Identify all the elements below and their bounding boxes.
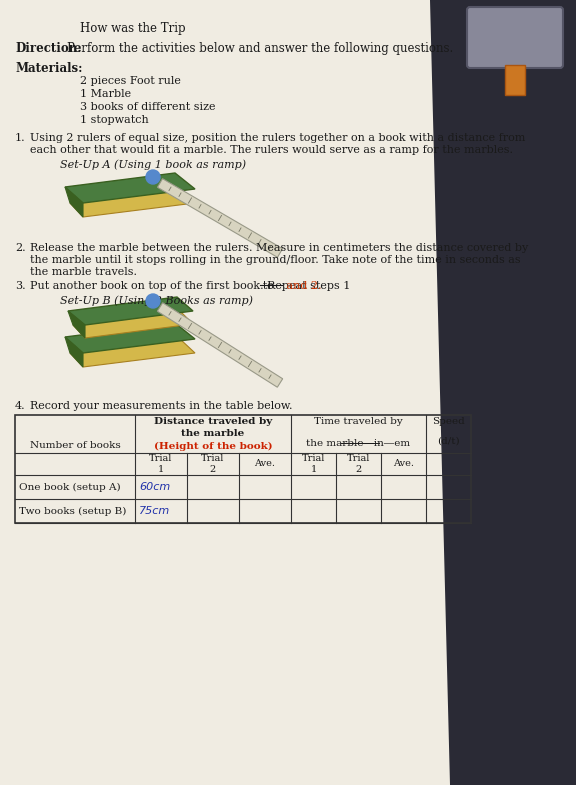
Text: (d/t): (d/t): [437, 436, 460, 446]
Text: Release the marble between the rulers. Measure in centimeters the distance cover: Release the marble between the rulers. M…: [30, 243, 528, 253]
Polygon shape: [70, 189, 195, 217]
Polygon shape: [157, 179, 282, 257]
Text: Trial
2: Trial 2: [202, 455, 225, 473]
Polygon shape: [73, 311, 193, 338]
Text: 1 stopwatch: 1 stopwatch: [80, 115, 149, 125]
Polygon shape: [157, 303, 283, 387]
Circle shape: [146, 294, 160, 308]
Text: Speed: Speed: [432, 418, 465, 426]
Text: Direction:: Direction:: [15, 42, 82, 55]
Polygon shape: [65, 187, 83, 217]
Text: Trial
2: Trial 2: [347, 455, 370, 473]
Text: Record your measurements in the table below.: Record your measurements in the table be…: [30, 401, 293, 411]
Bar: [15, 415, 471, 523]
Text: 2.: 2.: [15, 243, 25, 253]
Text: Two books (setup B): Two books (setup B): [19, 506, 126, 516]
Text: the marble until it stops rolling in the ground/floor. Take note of the time in : the marble until it stops rolling in the…: [30, 255, 521, 265]
Bar: [505, 65, 525, 95]
Polygon shape: [65, 337, 83, 367]
Circle shape: [146, 170, 160, 184]
Text: Ave.: Ave.: [393, 459, 414, 469]
Text: 1 Marble: 1 Marble: [80, 89, 131, 99]
Text: Time traveled by: Time traveled by: [314, 418, 403, 426]
Text: Distance traveled by: Distance traveled by: [154, 417, 272, 425]
Text: Put another book on top of the first book. Repeat steps 1: Put another book on top of the first boo…: [30, 281, 350, 291]
Text: Ave.: Ave.: [255, 459, 275, 469]
Text: One book (setup A): One book (setup A): [19, 483, 120, 491]
Text: Trial
1: Trial 1: [302, 455, 325, 473]
Text: 1.: 1.: [15, 133, 25, 143]
Text: (Height of the book): (Height of the book): [154, 441, 272, 451]
Polygon shape: [65, 323, 195, 353]
Text: Set-Up A (Using 1 book as ramp): Set-Up A (Using 1 book as ramp): [60, 159, 246, 170]
Text: How was the Trip: How was the Trip: [80, 22, 185, 35]
Text: -to-: -to-: [260, 281, 279, 291]
Text: the marble: the marble: [181, 429, 245, 437]
Polygon shape: [68, 311, 85, 338]
Polygon shape: [70, 339, 195, 367]
Text: Set-Up B (Using 2 Books as ramp): Set-Up B (Using 2 Books as ramp): [60, 295, 253, 305]
Text: Trial
1: Trial 1: [149, 455, 173, 473]
Polygon shape: [65, 173, 195, 203]
Text: 2 pieces Foot rule: 2 pieces Foot rule: [80, 76, 181, 86]
Text: the marble travels.: the marble travels.: [30, 267, 137, 277]
Polygon shape: [68, 297, 193, 325]
Text: and 2.: and 2.: [283, 281, 321, 291]
Text: 60cm: 60cm: [139, 482, 170, 492]
FancyBboxPatch shape: [467, 7, 563, 68]
Text: Perform the activities below and answer the following questions.: Perform the activities below and answer …: [67, 42, 453, 55]
Text: Number of books: Number of books: [29, 440, 120, 450]
Text: each other that would fit a marble. The rulers would serve as a ramp for the mar: each other that would fit a marble. The …: [30, 145, 513, 155]
Text: 4.: 4.: [15, 401, 25, 411]
Text: Materials:: Materials:: [15, 62, 82, 75]
Text: 3.: 3.: [15, 281, 25, 291]
Text: 3 books of different size: 3 books of different size: [80, 102, 215, 112]
Text: Using 2 rulers of equal size, position the rulers together on a book with a dist: Using 2 rulers of equal size, position t…: [30, 133, 525, 143]
Text: 75cm: 75cm: [139, 506, 170, 516]
Polygon shape: [0, 0, 450, 785]
Text: the marble―in―em: the marble―in―em: [306, 439, 411, 447]
